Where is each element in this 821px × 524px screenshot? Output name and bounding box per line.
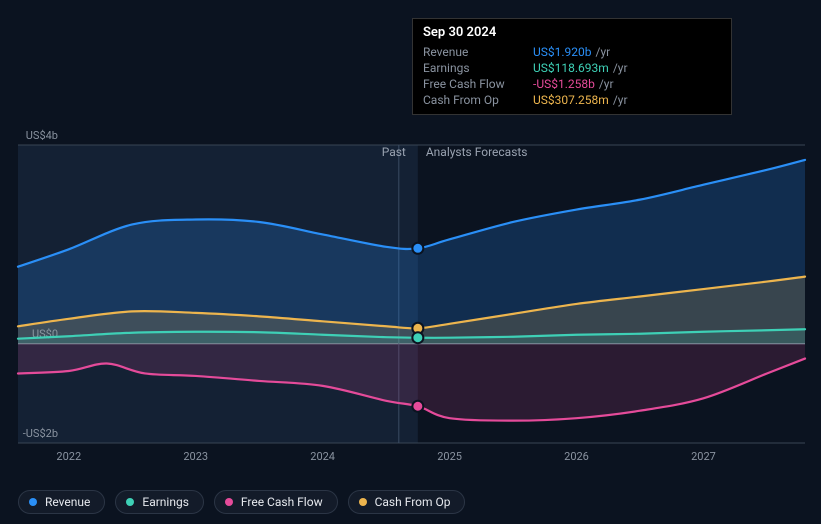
- tooltip-row: Free Cash Flow-US$1.258b/yr: [423, 76, 721, 92]
- tooltip-date: Sep 30 2024: [423, 25, 721, 40]
- chart-tooltip: Sep 30 2024 RevenueUS$1.920b/yrEarningsU…: [412, 18, 732, 115]
- tooltip-row: EarningsUS$118.693m/yr: [423, 60, 721, 76]
- x-axis-label: 2026: [564, 450, 589, 463]
- tooltip-metric-unit: /yr: [613, 93, 628, 107]
- chart-legend: Revenue Earnings Free Cash Flow Cash From O…: [18, 490, 465, 514]
- legend-dot-icon: [225, 498, 233, 506]
- x-axis-label: 2023: [183, 450, 208, 463]
- x-axis-label: 2025: [437, 450, 462, 463]
- x-axis-label: 2022: [56, 450, 81, 463]
- tooltip-metric-label: Earnings: [423, 61, 533, 75]
- tooltip-metric-label: Revenue: [423, 45, 533, 59]
- tooltip-metric-label: Free Cash Flow: [423, 77, 533, 91]
- legend-dot-icon: [126, 498, 134, 506]
- y-axis-label: US$4b: [26, 129, 58, 142]
- y-axis-label: -US$2b: [23, 427, 58, 440]
- legend-item[interactable]: Cash From Op: [348, 490, 466, 514]
- financial-chart: US$4bUS$0-US$2bPastAnalysts Forecasts202…: [0, 0, 821, 524]
- tooltip-metric-label: Cash From Op: [423, 93, 533, 107]
- tooltip-metric-value: US$307.258m: [533, 93, 609, 107]
- past-label: Past: [382, 145, 406, 159]
- tooltip-row: RevenueUS$1.920b/yr: [423, 44, 721, 60]
- legend-item[interactable]: Free Cash Flow: [214, 490, 338, 514]
- legend-item[interactable]: Revenue: [18, 490, 105, 514]
- legend-label: Earnings: [142, 495, 189, 509]
- forecast-label: Analysts Forecasts: [426, 145, 528, 159]
- legend-label: Cash From Op: [375, 495, 451, 509]
- tooltip-metric-value: US$118.693m: [533, 61, 609, 75]
- x-axis-label: 2024: [310, 450, 335, 463]
- legend-label: Free Cash Flow: [241, 495, 323, 509]
- legend-item[interactable]: Earnings: [115, 490, 204, 514]
- tooltip-metric-value: US$1.920b: [533, 45, 592, 59]
- legend-dot-icon: [359, 498, 367, 506]
- tooltip-row: Cash From OpUS$307.258m/yr: [423, 92, 721, 108]
- legend-label: Revenue: [45, 495, 90, 509]
- tooltip-metric-unit: /yr: [599, 77, 614, 91]
- tooltip-metric-unit: /yr: [596, 45, 611, 59]
- legend-dot-icon: [29, 498, 37, 506]
- tooltip-metric-value: -US$1.258b: [533, 77, 595, 91]
- x-axis-label: 2027: [691, 450, 716, 463]
- tooltip-metric-unit: /yr: [613, 61, 628, 75]
